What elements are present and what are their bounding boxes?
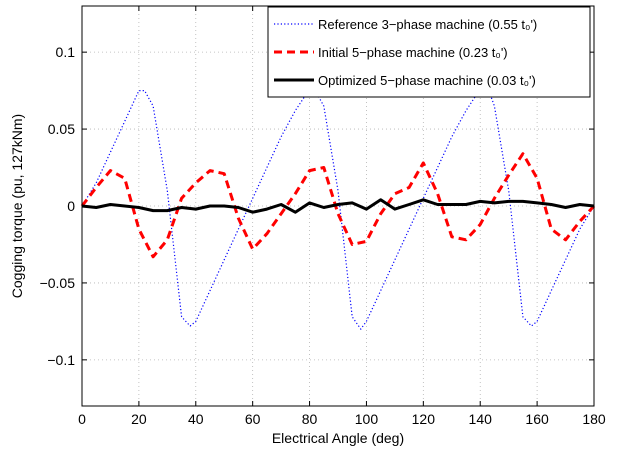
y-tick-label: 0.1 <box>56 44 76 60</box>
x-tick-label: 40 <box>188 411 204 427</box>
legend-label: Optimized 5−phase machine (0.03 t₀') <box>318 73 536 88</box>
x-tick-label: 20 <box>131 411 147 427</box>
ticks: 0 20 40 60 80 100 120 140 160 180 −0.1 −0.05 0 0.05 0.… <box>40 6 606 427</box>
series-line-2 <box>80 152 596 259</box>
x-tick-label: 100 <box>355 411 379 427</box>
y-tick-label: −0.05 <box>40 275 76 291</box>
x-tick-label: 60 <box>245 411 261 427</box>
y-axis-label: Cogging torque (pu, 127kNm) <box>9 114 25 298</box>
x-tick-label: 80 <box>302 411 318 427</box>
y-tick-label: 0 <box>67 198 75 214</box>
x-axis-label: Electrical Angle (deg) <box>272 430 404 446</box>
y-tick-label: 0.05 <box>48 121 75 137</box>
legend-label: Reference 3−phase machine (0.55 t₀') <box>318 17 537 32</box>
x-tick-label: 160 <box>525 411 549 427</box>
series-layer <box>80 88 596 330</box>
y-tick-label: −0.1 <box>47 352 75 368</box>
series-line-3 <box>81 198 595 214</box>
legend: Reference 3−phase machine (0.55 t₀') Init… <box>267 6 591 98</box>
legend-label: Initial 5−phase machine (0.23 t₀') <box>318 45 508 60</box>
x-tick-label: 180 <box>582 411 606 427</box>
legend-box <box>267 6 591 98</box>
x-tick-label: 140 <box>469 411 493 427</box>
x-tick-label: 0 <box>78 411 86 427</box>
x-tick-label: 120 <box>412 411 436 427</box>
